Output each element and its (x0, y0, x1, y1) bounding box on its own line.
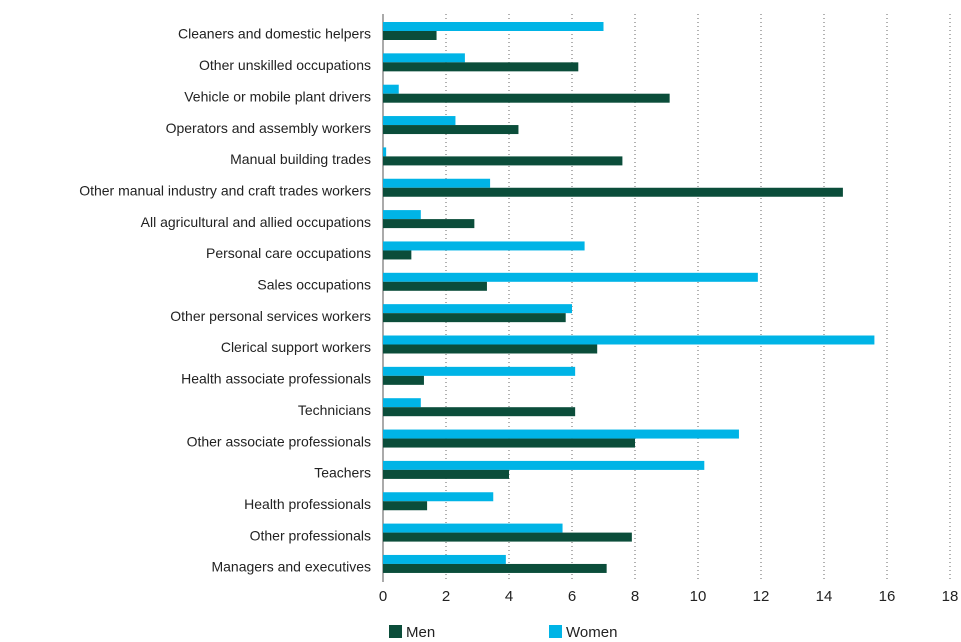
bar (383, 116, 456, 126)
bar (383, 147, 387, 157)
y-tick-label: Other unskilled occupations (199, 57, 371, 73)
legend-label: Women (566, 624, 617, 641)
y-tick-label: Vehicle or mobile plant drivers (184, 88, 371, 104)
y-tick-label: Other professionals (250, 527, 371, 543)
bar (383, 304, 572, 314)
legend-swatch (389, 625, 402, 638)
bar (383, 523, 563, 533)
y-tick-label: Managers and executives (211, 559, 371, 575)
bar (383, 250, 412, 260)
x-tick-label: 12 (753, 588, 770, 605)
x-tick-label: 8 (631, 588, 639, 605)
bar (383, 219, 475, 229)
x-tick-label: 18 (942, 588, 959, 605)
bar (383, 31, 437, 40)
bar (383, 53, 465, 63)
bar (383, 241, 585, 251)
y-tick-label: Other personal services workers (170, 308, 371, 324)
y-tick-label: Sales occupations (257, 277, 371, 293)
x-tick-label: 0 (379, 588, 387, 605)
x-tick-label: 14 (816, 588, 833, 605)
y-tick-label: All agricultural and allied occupations (141, 214, 371, 230)
bar (383, 344, 598, 354)
bar (383, 366, 576, 376)
bar (383, 532, 632, 542)
bar (383, 156, 623, 166)
bar (383, 501, 428, 511)
bar (383, 429, 739, 439)
legend-swatch (549, 625, 562, 638)
bar (383, 22, 604, 31)
bar (383, 335, 875, 345)
bar (383, 438, 635, 448)
y-tick-label: Manual building trades (230, 151, 371, 167)
bar (383, 460, 705, 470)
y-tick-label: Technicians (298, 402, 371, 418)
y-tick-label: Other associate professionals (187, 433, 371, 449)
bar (383, 125, 519, 135)
bar (383, 187, 843, 197)
bar (383, 398, 421, 408)
y-tick-label: Clerical support workers (221, 339, 371, 355)
y-tick-label: Health associate professionals (181, 371, 371, 387)
bar (383, 281, 487, 291)
legend-label: Men (406, 624, 435, 641)
x-tick-label: 2 (442, 588, 450, 605)
y-tick-label: Personal care occupations (206, 245, 371, 261)
x-tick-label: 6 (568, 588, 576, 605)
bar (383, 84, 399, 94)
bar (383, 313, 566, 323)
y-tick-label: Other manual industry and craft trades w… (79, 182, 371, 198)
y-tick-label: Operators and assembly workers (166, 120, 371, 136)
bar (383, 210, 421, 220)
bar (383, 469, 509, 479)
bar (383, 178, 491, 188)
bar (383, 62, 579, 72)
y-tick-label: Health professionals (244, 496, 371, 512)
bar (383, 272, 758, 282)
y-tick-label: Cleaners and domestic helpers (178, 26, 371, 42)
x-tick-label: 16 (879, 588, 896, 605)
y-tick-label: Teachers (314, 465, 371, 481)
bar (383, 93, 670, 103)
bar (383, 375, 424, 385)
bar (383, 554, 506, 564)
x-tick-label: 4 (505, 588, 513, 605)
bar (383, 563, 607, 573)
x-tick-label: 10 (690, 588, 707, 605)
bar (383, 407, 576, 417)
bar (383, 492, 494, 502)
